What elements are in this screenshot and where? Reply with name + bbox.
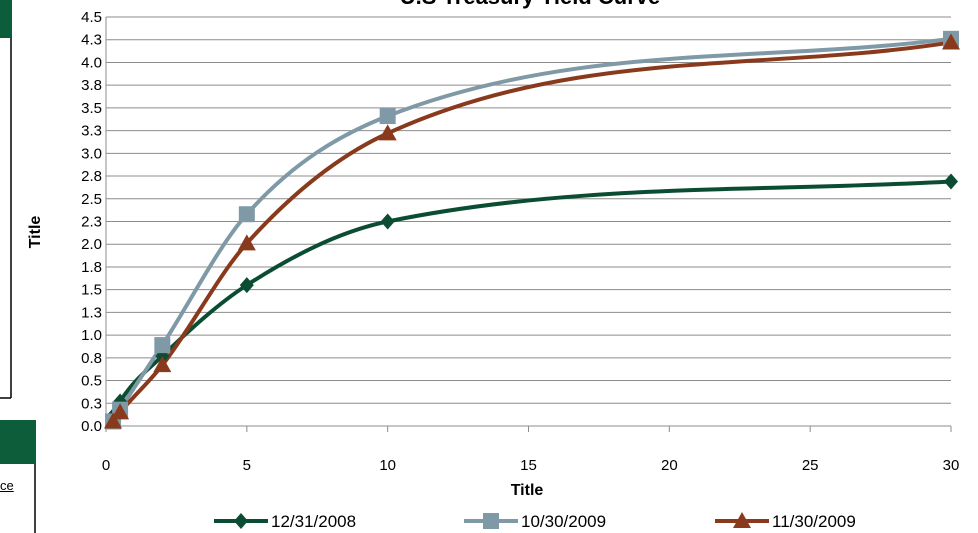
legend: 12/31/2008 10/30/2009 11/30/2009	[214, 512, 856, 531]
x-tick-label-5: 5	[243, 457, 251, 474]
series-line-1	[111, 179, 952, 417]
y-tick-label-4.3: 4.3	[81, 32, 102, 49]
series-3-point-3	[153, 356, 172, 373]
y-tick-label-2.0: 2.0	[81, 236, 102, 253]
y-tick-label-0.0: 0.0	[81, 418, 102, 435]
x-tick-label-0: 0	[102, 457, 110, 474]
background-partial-link[interactable]: ce	[0, 478, 14, 493]
y-tick-label-1.8: 1.8	[81, 259, 102, 276]
series-2-point-4	[238, 206, 255, 223]
series-line-2	[111, 36, 952, 423]
x-tick-labels: 0 5 10 15 20 25 30	[102, 457, 960, 474]
y-tick-label-3.5: 3.5	[81, 100, 102, 117]
y-tick-label-3.8: 3.8	[81, 77, 102, 94]
y-tick-label-2.3: 2.3	[81, 214, 102, 231]
x-tick-label-10: 10	[379, 457, 396, 474]
legend-marker-3	[733, 512, 751, 528]
series-3-point-5	[378, 124, 397, 141]
x-tick-label-25: 25	[802, 457, 819, 474]
y-tick-label-1.3: 1.3	[81, 304, 102, 321]
chart-title: U.S Treasury Yield Curve	[400, 0, 660, 9]
y-tick-label-1.5: 1.5	[81, 282, 102, 299]
series-line-3	[111, 40, 952, 423]
y-tick-label-1.0: 1.0	[81, 327, 102, 344]
legend-marker-1	[234, 513, 248, 529]
x-tick-label-15: 15	[520, 457, 537, 474]
series-3-point-2	[111, 403, 130, 420]
x-tick-label-30: 30	[943, 457, 960, 474]
series-2-point-5	[379, 108, 396, 125]
y-axis-title: Title	[27, 216, 44, 249]
series-1-point-5	[380, 213, 395, 230]
legend-marker-2	[483, 513, 499, 529]
y-tick-label-2.8: 2.8	[81, 168, 102, 185]
y-tick-label-3.3: 3.3	[81, 123, 102, 140]
y-tick-labels: 0.0 0.3 0.5 0.8 1.0 1.3 1.5 1.8 2.0 2.3 2.5 2.8 3.0 3…	[81, 9, 102, 435]
y-tick-label-4.0: 4.0	[81, 54, 102, 71]
series-2-point-3	[154, 337, 171, 354]
y-tick-label-0.8: 0.8	[81, 350, 102, 367]
y-tick-label-4.5: 4.5	[81, 9, 102, 26]
y-tick-label-0.3: 0.3	[81, 395, 102, 412]
background-panel-top	[0, 0, 12, 38]
series-1-point-4	[239, 277, 254, 294]
x-tick-label-20: 20	[661, 457, 678, 474]
y-tick-label-3.0: 3.0	[81, 145, 102, 162]
y-tick-label-2.5: 2.5	[81, 191, 102, 208]
legend-label-1: 12/31/2008	[271, 512, 356, 531]
x-axis-title: Title	[511, 482, 544, 499]
legend-label-3: 11/30/2009	[772, 512, 856, 531]
series-3-point-1	[104, 412, 123, 429]
legend-label-2: 10/30/2009	[521, 512, 606, 531]
axes	[105, 17, 952, 432]
background-panel-mid	[0, 420, 36, 464]
series-3-point-4	[237, 234, 256, 251]
y-tick-label-0.5: 0.5	[81, 373, 102, 390]
series-3-point-6	[942, 33, 960, 50]
series-markers	[104, 30, 960, 430]
series-1-point-6	[944, 173, 958, 190]
series-lines	[111, 36, 952, 423]
